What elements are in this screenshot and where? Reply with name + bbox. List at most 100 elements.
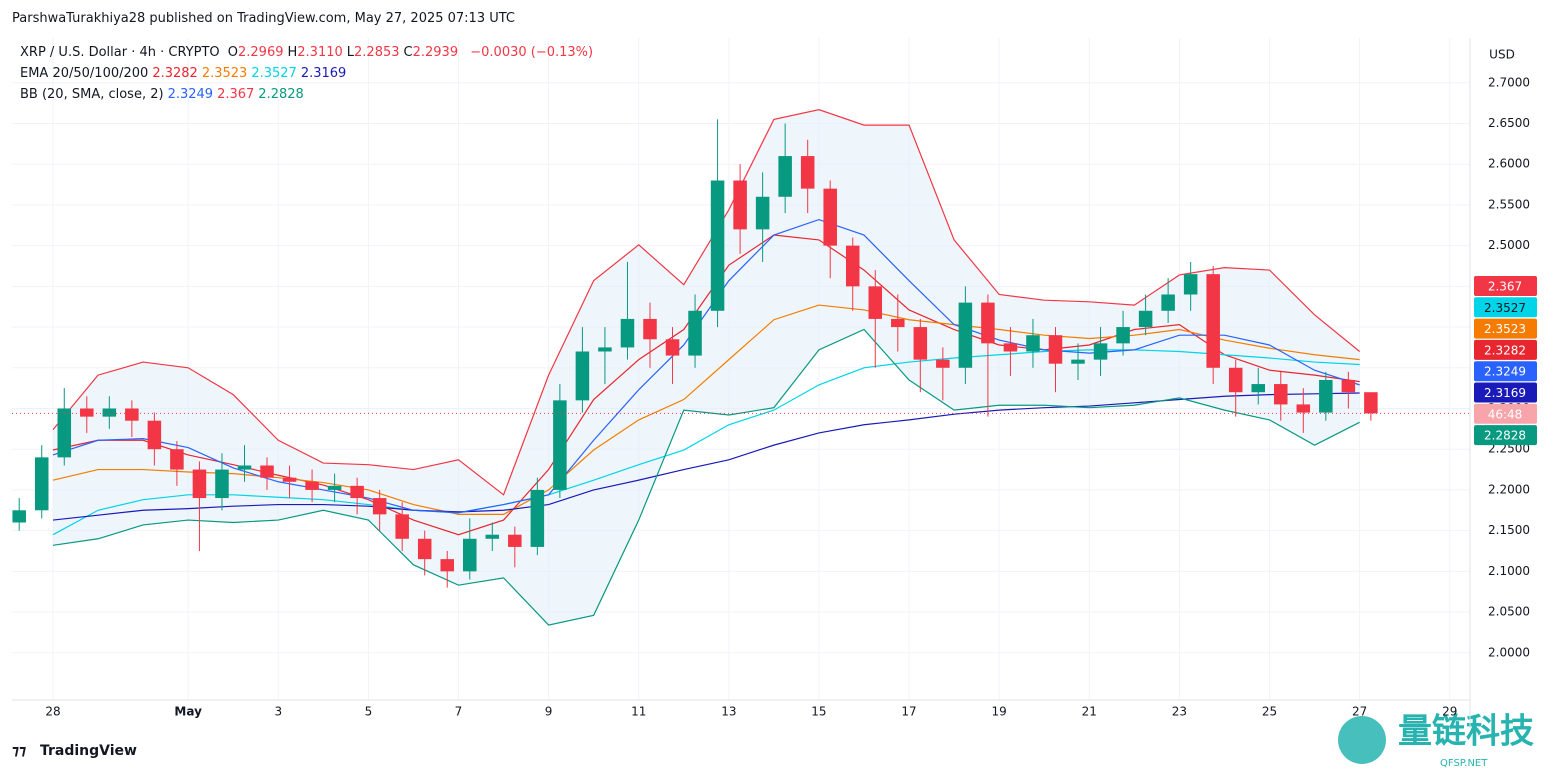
price-tag-label: 2.2828 [1484,429,1526,443]
logo-mark: ⁊⁊ [12,743,26,759]
candle-body [350,485,364,499]
legend-ema: EMA 20/50/100/200 2.3282 2.3523 2.3527 2.316… [20,66,350,81]
x-tick-label: 19 [992,705,1007,719]
ohlc-value: 2.2939 [412,45,459,60]
price-tag [1474,297,1537,318]
candle-body [192,469,207,499]
candle-body [1274,384,1288,405]
candle-body [34,457,49,511]
price-tag [1474,361,1537,382]
indicator-title: EMA 20/50/100/200 [20,66,149,81]
y-tick-label: 2.2500 [1488,442,1530,456]
x-tick-label: 25 [1262,705,1277,719]
candle-body [417,538,432,560]
indicator-line [52,218,1360,514]
y-tick-label: 2.3500 [1488,360,1530,374]
candle-body [845,245,860,287]
ohlc: O2.2969 H2.3110 L2.2853 C2.2939 [228,45,462,60]
logo: TradingView [40,743,137,759]
candle-body [891,318,905,328]
candle-body [958,302,973,368]
x-tick-label: 3 [274,705,282,719]
y-tick-label: 2.3000 [1488,401,1530,415]
candle-body [800,156,815,189]
indicator-line [52,392,1360,521]
price-tag [1474,425,1537,446]
indicator-value: 2.367 [217,87,255,102]
candle-body [936,359,950,368]
candle-body [868,286,883,319]
x-tick-label: 7 [455,705,463,719]
x-tick-label: 15 [811,705,826,719]
candle-body [102,408,117,417]
candle-body [1071,359,1085,364]
candle-body [1161,294,1175,311]
legend-symbol: XRP / U.S. Dollar · 4h · CRYPTO O2.2969 H… [20,45,597,60]
candle-body [755,196,770,230]
x-tick-label: May [174,705,202,719]
candle-body [12,510,26,523]
candle-body [1003,343,1018,352]
candle-body [125,408,139,421]
candle-body [598,347,612,352]
candle-body [80,408,94,417]
price-tag [1474,339,1537,360]
x-tick-label: 27 [1352,705,1367,719]
x-tick-label: 21 [1082,705,1097,719]
y-tick-label: 2.4000 [1488,320,1530,334]
indicator-value: 2.2828 [258,87,304,102]
candle-body [1251,384,1265,393]
candle-body [463,538,477,572]
candle-body [440,559,454,572]
y-tick-label: 2.2000 [1488,482,1530,496]
price-tag [1474,318,1537,339]
candle-body [665,339,680,356]
indicator-line [52,304,1360,515]
indicator-value: 2.3169 [300,66,347,81]
candle-body [215,469,229,499]
y-tick-label: 2.7000 [1488,75,1530,89]
candle-body [643,318,657,340]
candle-body [305,481,319,490]
candle-body [57,408,72,458]
price-tag-label: 2.367 [1488,280,1522,294]
candle-body [1116,327,1130,344]
y-tick-label: 2.1000 [1488,564,1530,578]
indicator-line [52,349,1360,536]
x-tick-label: 17 [901,705,916,719]
candle-body [688,310,702,356]
plot: 2.0000 2.0500 2.1000 2.1500 2.2000 2.2500 2.30… [12,38,1537,728]
x-tick-label: 29 [1442,705,1457,719]
currency: USD [1489,48,1515,62]
x-tick-label: 5 [365,705,373,719]
y-tick-label: 2.5500 [1488,197,1530,211]
candle-body [1048,335,1063,364]
candle-body [508,534,522,547]
x-tick-label: 9 [545,705,553,719]
y-tick-label: 2.1500 [1488,523,1530,537]
candle-body [1341,379,1356,393]
candle-body [485,534,500,539]
price-tag [1474,403,1537,424]
x-tick-label: 28 [45,705,60,719]
price-tag-label: 2.3249 [1484,365,1526,379]
indicator-value: 2.3282 [152,66,198,81]
y-tick-label: 2.0000 [1488,645,1530,659]
candle-body [1364,392,1378,414]
candle-body [237,465,252,470]
candle-body [981,302,995,344]
candle-body [1093,343,1108,360]
candle-body [1319,379,1333,413]
ohlc-key: O [227,45,238,60]
candle-body [327,485,342,490]
legend-bb: BB (20, SMA, close, 2) 2.3249 2.367 2.2828 [20,87,308,102]
price-tag-label: 46:48 [1488,407,1523,421]
indicator-line [52,109,1360,496]
candle-body [1228,367,1243,393]
bb-fill [53,109,1360,626]
watermark-site: QFSP.NET [1440,758,1488,769]
ohlc-key: H [287,45,298,60]
ohlc-value: 2.3110 [297,45,343,60]
candle-body [1206,274,1220,368]
